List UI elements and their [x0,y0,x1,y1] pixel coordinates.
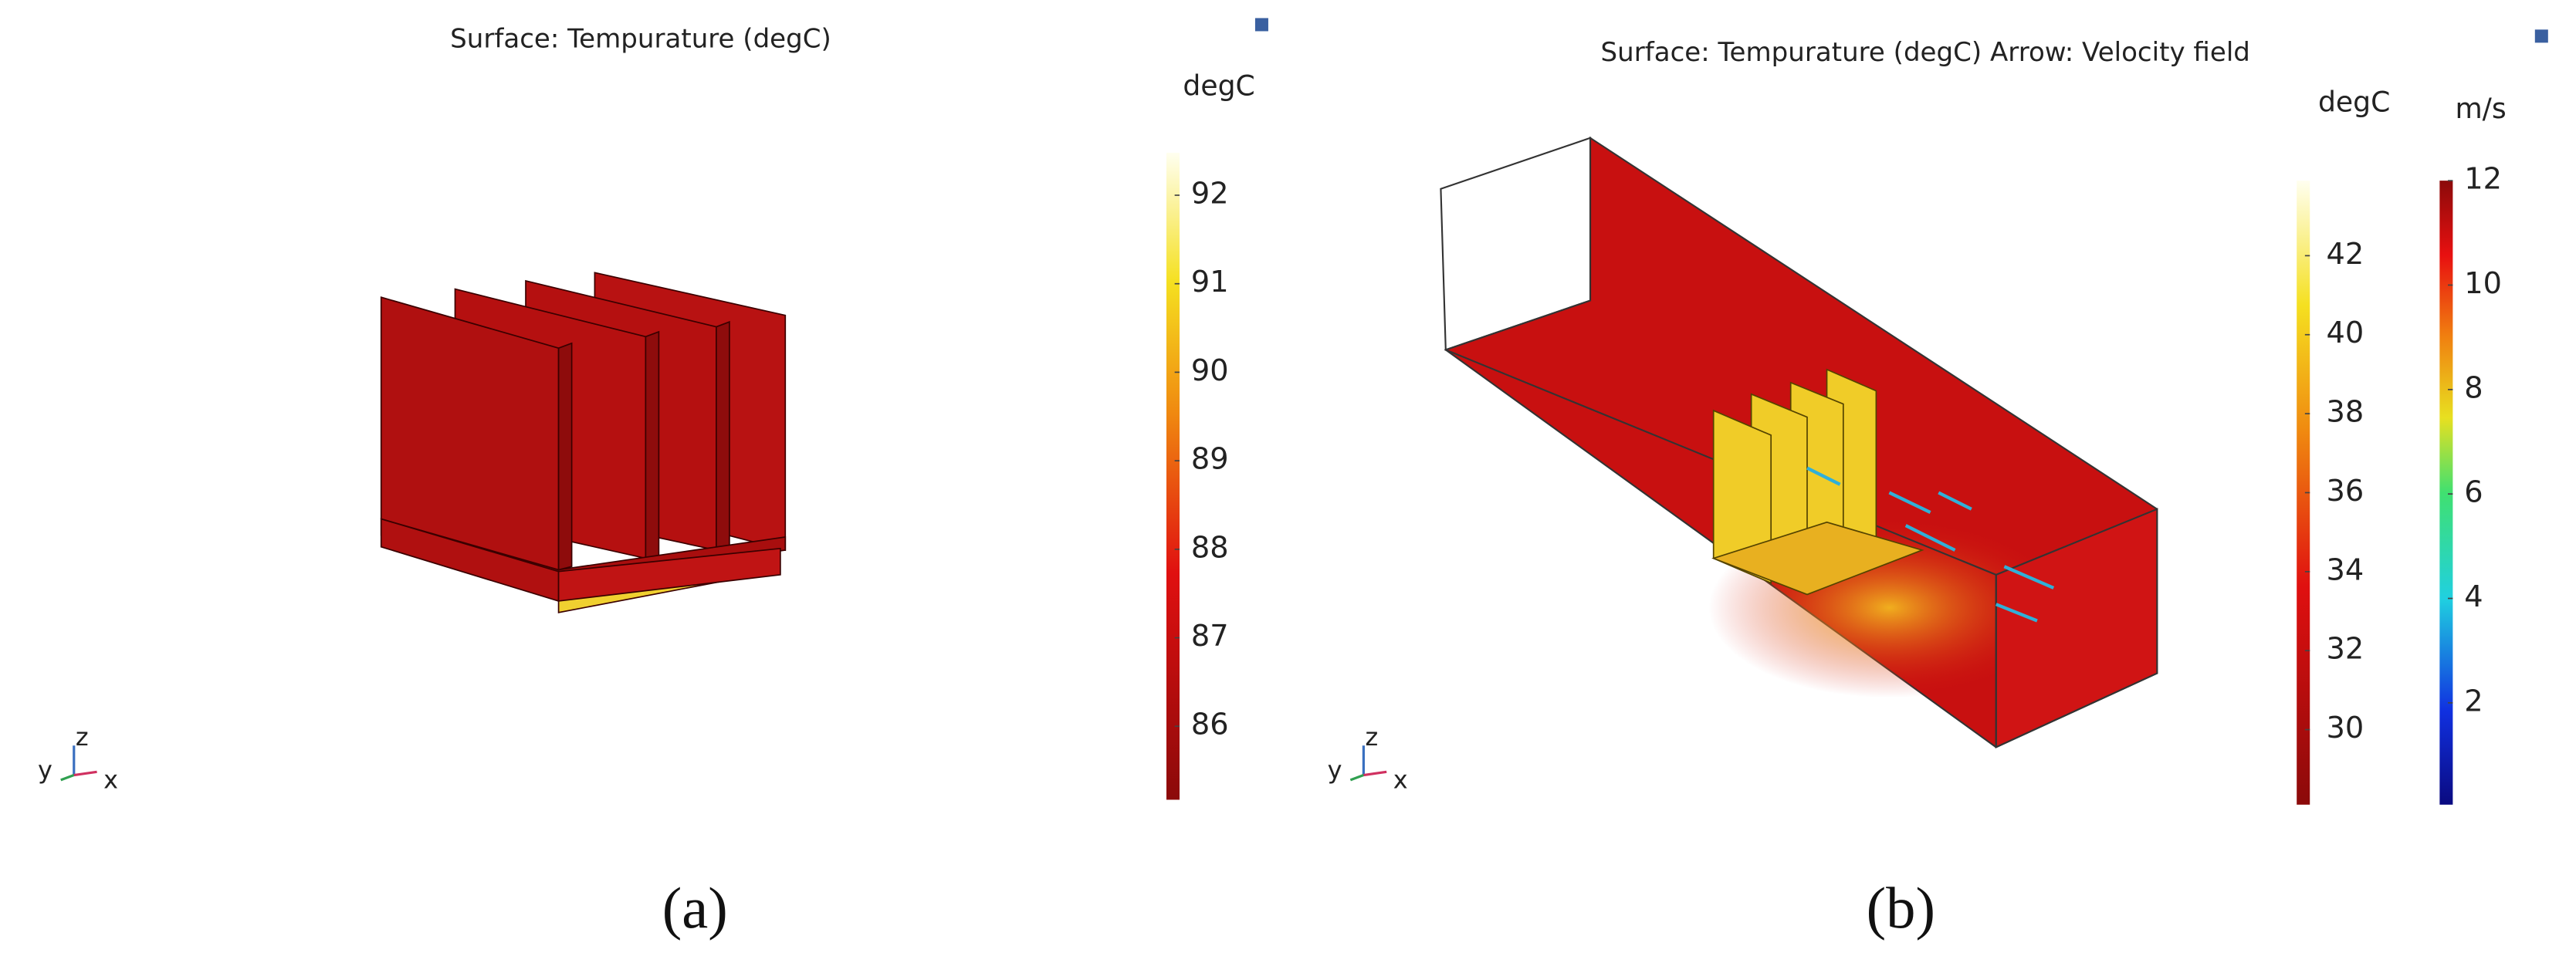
tick-label: 4 [2464,579,2483,614]
panel-title: Surface: Tempurature (degC) [450,24,831,55]
tick-label: 6 [2464,475,2483,510]
tick-label: 2 [2464,684,2483,718]
tick-label: 30 [2327,711,2364,745]
tick-label: 38 [2327,395,2364,430]
colorbar-unit: degC [2318,86,2390,119]
tick-label: 34 [2327,552,2364,587]
tick-label: 92 [1191,177,1229,211]
colorbar [2297,181,2310,805]
triad-axis [60,774,75,782]
icon [2534,29,2548,43]
panel-caption: (b) [1867,875,1935,941]
tick-label: 89 [1191,442,1229,477]
tick-label: 42 [2327,237,2364,272]
tick-label: 91 [1191,265,1229,299]
triad-label: x [1393,765,1408,795]
triad-axis [1349,774,1364,782]
triad-label: y [1328,755,1342,785]
triad-axis [73,770,97,777]
colorbar [2439,181,2453,805]
tick-label: 86 [1191,708,1229,742]
tick-label: 32 [2327,632,2364,667]
tick-label: 36 [2327,474,2364,508]
tick-label: 8 [2464,370,2483,405]
tick-label: 90 [1191,353,1229,388]
channel-b [1440,136,2158,749]
triad-axis [1363,770,1387,777]
colorbar-unit: m/s [2455,92,2506,125]
icon [1254,18,1268,32]
triad-label: z [76,722,89,752]
panel-caption: (a) [662,875,728,941]
triad-label: z [1366,722,1379,752]
tick-label: 88 [1191,530,1229,565]
panel-title: Surface: Tempurature (degC) Arrow: Veloc… [1601,37,2250,68]
triad-label: x [103,765,118,795]
tick-label: 12 [2464,162,2502,197]
triad-label: y [38,755,52,785]
tick-label: 40 [2327,316,2364,350]
tick-label: 10 [2464,266,2502,301]
colorbar [1166,152,1180,800]
tick-label: 87 [1191,619,1229,654]
heatsink-a [380,272,787,613]
colorbar-unit: degC [1183,69,1254,102]
